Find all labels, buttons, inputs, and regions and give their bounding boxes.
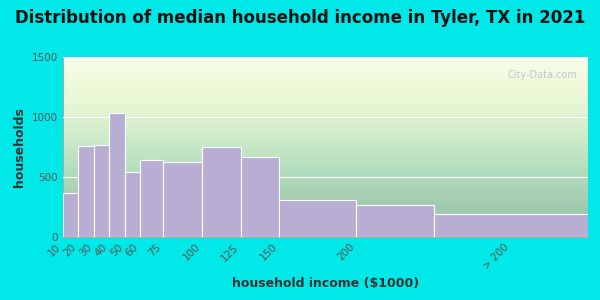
- Bar: [125, 172, 140, 237]
- Bar: [202, 147, 241, 237]
- X-axis label: household income ($1000): household income ($1000): [232, 277, 419, 290]
- Bar: [279, 200, 356, 237]
- Bar: [94, 145, 109, 237]
- Text: City-Data.com: City-Data.com: [508, 70, 577, 80]
- Bar: [241, 157, 279, 237]
- Bar: [79, 146, 94, 237]
- Y-axis label: households: households: [13, 107, 26, 187]
- Text: Distribution of median household income in Tyler, TX in 2021: Distribution of median household income …: [15, 9, 585, 27]
- Bar: [163, 162, 202, 237]
- Bar: [356, 205, 434, 237]
- Bar: [109, 113, 125, 237]
- Bar: [63, 193, 79, 237]
- Bar: [140, 160, 163, 237]
- Bar: [434, 214, 588, 237]
